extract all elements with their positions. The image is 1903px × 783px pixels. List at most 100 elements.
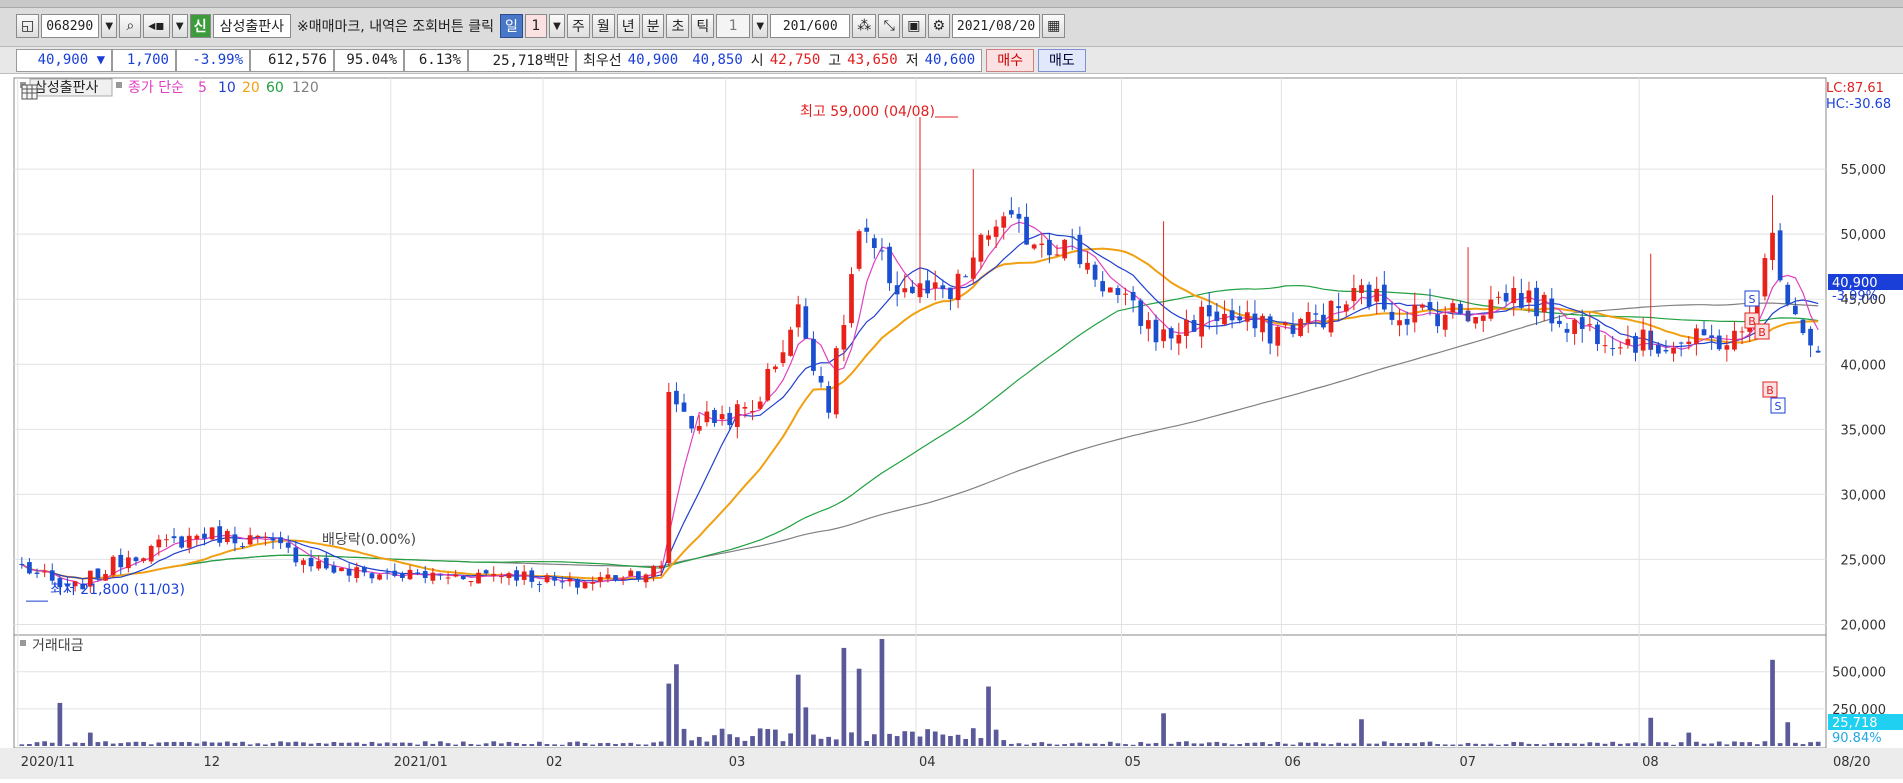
lc-value: LC:87.61 [1826, 81, 1884, 96]
candle-body [1092, 264, 1098, 280]
candle-body [468, 581, 474, 583]
period-year-button[interactable]: 년 [616, 14, 640, 38]
search-icon[interactable]: ⌕ [119, 14, 142, 38]
crosshair-icon[interactable]: ⤡ [878, 14, 901, 38]
speaker-icon[interactable]: ◂▪ [143, 14, 170, 38]
volume-ratio: 95.04% [334, 48, 404, 72]
candle-body [392, 570, 398, 576]
candle-body [1305, 311, 1311, 323]
volume-bar [156, 742, 162, 746]
candle-body [1153, 319, 1159, 343]
calendar-icon[interactable]: ▦ [1042, 14, 1066, 38]
volume-bar [392, 743, 398, 746]
candle-body [948, 287, 953, 300]
candle-body [1435, 314, 1440, 327]
candle-body [384, 572, 390, 574]
volume-bar [1214, 741, 1220, 746]
gear-icon[interactable]: ⚙ [927, 14, 951, 38]
candle-body [1321, 314, 1326, 328]
indicator-icon[interactable]: ⁂ [852, 14, 877, 38]
x-tick-label: 07 [1459, 755, 1476, 770]
candle-body [856, 231, 862, 269]
volume-bar [1716, 741, 1722, 746]
volume-bar [1412, 743, 1418, 746]
volume-bar [34, 742, 40, 746]
interval-field[interactable]: 1 [716, 14, 751, 38]
chart-area[interactable]: 55,000 50,000 45,000 40,000 35,000 30,000 25,0… [0, 74, 1903, 779]
volume-bar [1724, 744, 1730, 746]
volume-bar [590, 744, 596, 746]
period-tick-button[interactable]: 틱 [691, 14, 715, 38]
candle-body [1815, 350, 1821, 353]
volume-bar [1123, 744, 1128, 746]
volume-bar [1503, 744, 1509, 746]
volume-bar [1237, 744, 1243, 746]
period-day-count[interactable]: 1 [524, 14, 547, 38]
data-count-field[interactable]: 201/600 [770, 14, 851, 38]
volume-bar [1549, 742, 1555, 746]
candle-body [658, 565, 664, 569]
period-month-button[interactable]: 월 [591, 14, 615, 38]
volume-bar [917, 736, 923, 746]
volume-bar [476, 744, 481, 746]
candle-body [567, 578, 573, 582]
candle-body [537, 584, 542, 586]
candle-body [1107, 287, 1113, 293]
volume-bar [1321, 743, 1326, 746]
stock-name-field[interactable]: 삼성출판사 [212, 14, 292, 38]
candle-body [849, 274, 854, 324]
stock-code-input[interactable]: 068290 [41, 14, 100, 38]
volume-bar [597, 743, 603, 746]
candle-body [1161, 329, 1166, 342]
candlestick-chart[interactable]: 55,000 50,000 45,000 40,000 35,000 30,000 25,0… [0, 74, 1903, 779]
volume-bar [1541, 744, 1547, 746]
volume-bar [110, 743, 116, 746]
volume-bar [270, 742, 276, 746]
sell-button[interactable]: 매도 [1037, 48, 1086, 72]
current-price: 40,900 ▼ [16, 48, 112, 72]
volume-bar [1145, 743, 1151, 746]
buy-button[interactable]: 매수 [986, 48, 1034, 72]
price-change: 1,700 [112, 48, 176, 72]
candle-body [788, 329, 793, 356]
code-dropdown-button[interactable]: ▼ [101, 14, 118, 38]
volume-bar [613, 744, 618, 746]
period-day-button[interactable]: 일 [500, 14, 523, 38]
interval-dropdown-button[interactable]: ▼ [752, 14, 769, 38]
period-dropdown-button[interactable]: ▼ [548, 14, 565, 38]
period-week-button[interactable]: 주 [566, 14, 590, 38]
y-tick-label: 50,000 [1841, 228, 1887, 243]
period-second-button[interactable]: 초 [666, 14, 690, 38]
candle-body [734, 404, 740, 427]
candle-body [757, 401, 763, 409]
screen-link-icon[interactable]: ◱ [16, 14, 40, 38]
volume-bar [651, 742, 656, 746]
candle-body [552, 576, 557, 581]
candle-body [80, 583, 86, 590]
candle-body [415, 572, 420, 574]
vol-tick-label: 500,000 [1832, 666, 1886, 681]
volume-value: 612,576 [250, 48, 334, 72]
candle-body [1069, 236, 1075, 238]
period-minute-button[interactable]: 분 [641, 14, 665, 38]
date-field[interactable]: 2021/08/20 [952, 14, 1041, 38]
volume-bar [42, 741, 48, 746]
volume-bar [1138, 742, 1144, 746]
signal-box [1762, 381, 1778, 398]
candle-body [1671, 347, 1676, 354]
candle-body [1694, 328, 1699, 344]
save-icon[interactable]: ▣ [902, 14, 926, 38]
candle-body [1145, 320, 1151, 329]
table-icon[interactable] [21, 84, 38, 100]
speaker-dropdown-button[interactable]: ▼ [171, 14, 188, 38]
candle-body [1496, 296, 1501, 298]
volume-bar [445, 743, 451, 746]
candle-body [1100, 281, 1106, 292]
candle-body [1724, 345, 1730, 350]
price-change-pct: -3.99% [176, 48, 250, 72]
volume-bar [1016, 743, 1022, 746]
volume-bar [1534, 743, 1539, 746]
volume-bar [955, 734, 961, 746]
volume-bar [1450, 744, 1456, 746]
volume-bar [1191, 743, 1197, 746]
